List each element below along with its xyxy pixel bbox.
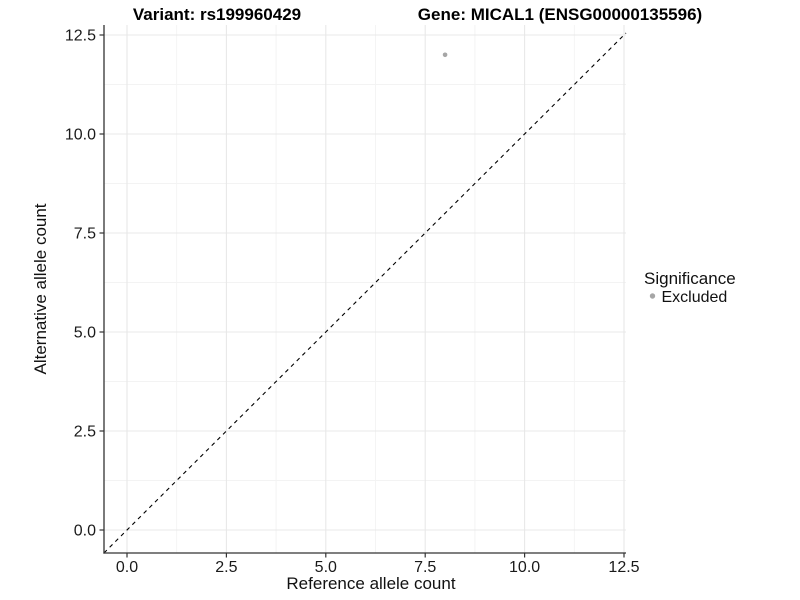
plot-title-gene: Gene: MICAL1 (ENSG00000135596) bbox=[418, 5, 702, 24]
data-points bbox=[442, 52, 448, 58]
x-tick-label: 5.0 bbox=[315, 559, 337, 576]
x-axis-label: Reference allele count bbox=[286, 574, 455, 593]
y-tick-label: 7.5 bbox=[74, 226, 96, 243]
axis-lines bbox=[103, 25, 626, 554]
major-gridlines bbox=[104, 25, 626, 553]
legend-title: Significance bbox=[644, 269, 736, 288]
identity-reference-line bbox=[103, 32, 627, 554]
y-axis-label: Alternative allele count bbox=[31, 203, 50, 374]
x-tick-label: 2.5 bbox=[215, 559, 237, 576]
x-tick-label: 0.0 bbox=[116, 559, 138, 576]
legend-item-excluded: Excluded bbox=[662, 289, 728, 306]
x-tick-label: 12.5 bbox=[608, 559, 639, 576]
data-point bbox=[442, 52, 448, 58]
y-tick-label: 5.0 bbox=[74, 325, 96, 342]
y-tick-label: 0.0 bbox=[74, 523, 96, 540]
x-tick-label: 7.5 bbox=[414, 559, 436, 576]
y-tick-label: 10.0 bbox=[65, 127, 96, 144]
legend-marker-excluded-icon bbox=[649, 293, 656, 299]
tick-marks bbox=[99, 34, 625, 558]
y-tick-label: 12.5 bbox=[65, 28, 96, 45]
minor-gridlines bbox=[104, 25, 626, 553]
tick-labels: 0.0 2.5 5.0 7.5 10.0 12.5 0.0 2.5 5.0 7.5 10.0 12.5 bbox=[65, 28, 640, 577]
x-tick-label: 10.0 bbox=[509, 559, 540, 576]
diagonal-dashed-line bbox=[103, 32, 627, 554]
legend: Significance Excluded bbox=[644, 269, 736, 306]
y-tick-label: 2.5 bbox=[74, 424, 96, 441]
plot-title-variant: Variant: rs199960429 bbox=[133, 5, 301, 24]
